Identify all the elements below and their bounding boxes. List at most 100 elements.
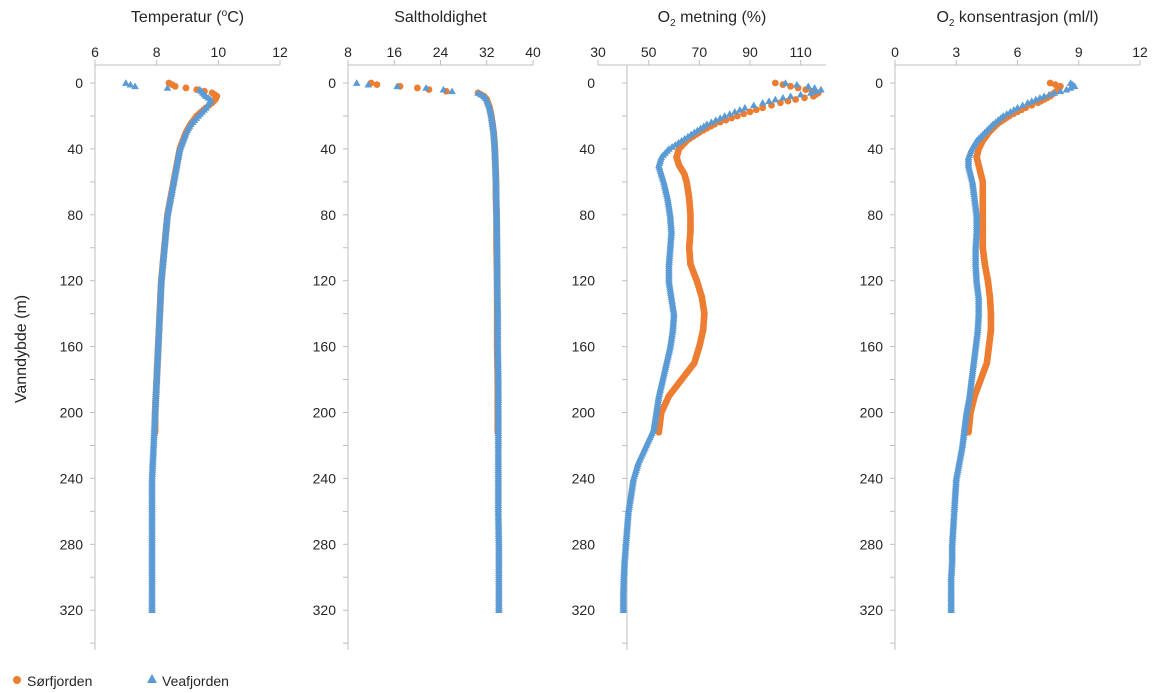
data-point	[1066, 84, 1075, 91]
x-tick-label: 16	[386, 44, 402, 60]
y-tick-label: 200	[313, 405, 337, 421]
y-tick-label: 40	[579, 141, 595, 157]
y-tick-label: 200	[60, 405, 84, 421]
series-sørfjorden	[655, 79, 822, 436]
panel-2: Saltholdighet 8 16 24 32 40 0 40 80 120 160 200 240 2…	[313, 9, 541, 650]
data-point	[779, 94, 787, 101]
series-veafjorden	[619, 79, 825, 614]
y-tick-label: 80	[67, 207, 83, 223]
y-tick-label: 40	[867, 141, 883, 157]
x-tick-label: 12	[1132, 44, 1148, 60]
x-tick-label: 8	[344, 44, 352, 60]
y-tick-label: 320	[860, 602, 884, 618]
data-point	[364, 80, 373, 88]
y-tick-label: 160	[572, 339, 596, 355]
data-point	[126, 80, 135, 88]
y-tick-label: 40	[67, 141, 83, 157]
y-tick-label: 160	[860, 339, 884, 355]
data-point	[171, 82, 179, 90]
data-point	[1046, 79, 1054, 87]
series-veafjorden	[947, 79, 1079, 614]
panel-data	[619, 79, 825, 614]
y-tick-label: 240	[860, 470, 884, 486]
data-point	[619, 606, 628, 614]
legend-label: Sørfjorden	[27, 673, 92, 689]
title-subscript: 2	[670, 18, 676, 29]
panel-data	[352, 79, 503, 614]
data-point	[707, 118, 716, 125]
data-point	[771, 79, 779, 87]
y-tick-label: 160	[313, 339, 337, 355]
data-point	[1032, 95, 1040, 103]
y-tick-label: 280	[860, 536, 884, 552]
data-point	[725, 110, 734, 117]
data-point	[163, 84, 172, 91]
y-tick-label: 240	[60, 470, 84, 486]
data-point	[148, 606, 156, 614]
panel-4: O2 konsentrasjon (ml/l)0 3 6 9 1204080120160…	[860, 9, 1148, 650]
data-point	[1018, 101, 1027, 109]
data-point	[736, 105, 744, 113]
data-point	[413, 84, 421, 92]
data-point	[1036, 94, 1044, 101]
y-tick-label: 160	[60, 339, 84, 355]
y-tick-label: 80	[320, 207, 336, 223]
legend-item-sørfjorden: Sørfjorden	[13, 673, 92, 689]
x-tick-label: 8	[153, 44, 161, 60]
title-part: metning (%)	[676, 9, 767, 26]
data-point	[1062, 85, 1071, 93]
y-tick-label: 200	[572, 405, 596, 421]
x-tick-label: 32	[479, 44, 495, 60]
data-point	[807, 89, 815, 96]
data-point	[812, 87, 820, 95]
title-part: Temperatur (	[131, 9, 222, 26]
data-point	[720, 112, 729, 119]
y-tick-label: 240	[572, 470, 596, 486]
y-tick-label: 240	[313, 470, 337, 486]
y-tick-label: 280	[572, 536, 596, 552]
data-point	[781, 79, 790, 86]
y-tick-label: 80	[867, 207, 883, 223]
x-tick-label: 12	[272, 44, 288, 60]
data-point	[1027, 97, 1036, 104]
data-point	[393, 82, 401, 90]
data-point	[352, 79, 361, 86]
data-point	[655, 428, 663, 436]
data-point	[771, 95, 780, 103]
data-point	[741, 103, 749, 111]
x-tick-label: 6	[91, 44, 99, 60]
title-part: C)	[227, 9, 244, 26]
x-tick-label: 110	[790, 44, 813, 60]
y-tick-label: 0	[587, 75, 595, 91]
panel-data	[122, 79, 221, 614]
title-part: O	[658, 9, 670, 26]
series-veafjorden	[122, 79, 215, 614]
y-tick-label: 280	[313, 536, 337, 552]
data-point	[792, 96, 799, 103]
title-part: O	[936, 9, 948, 26]
data-point	[804, 82, 813, 90]
x-tick-label: 10	[211, 44, 227, 60]
data-point	[731, 108, 739, 115]
y-tick-label: 80	[579, 207, 595, 223]
y-tick-label: 40	[320, 141, 336, 157]
data-point	[373, 81, 381, 89]
data-point	[750, 101, 758, 109]
y-tick-label: 0	[328, 75, 336, 91]
panel-title: O2 metning (%)	[658, 9, 767, 29]
series-sørfjorden	[367, 79, 502, 436]
data-point	[182, 84, 190, 92]
y-tick-label: 0	[75, 75, 83, 91]
data-point	[439, 85, 448, 93]
legend-triangle-icon	[147, 674, 157, 683]
panel-title: Temperatur (oC)	[131, 8, 244, 26]
data-point	[712, 116, 720, 123]
title-subscript: 2	[949, 18, 955, 29]
y-tick-label: 120	[860, 273, 884, 289]
data-point	[448, 87, 456, 95]
panel-3: O2 metning (%) 30 50 70 90 110 0 40 80 120 160 200 2…	[572, 9, 826, 650]
y-tick-label: 320	[313, 602, 337, 618]
data-point	[131, 82, 139, 90]
data-point	[947, 606, 955, 614]
